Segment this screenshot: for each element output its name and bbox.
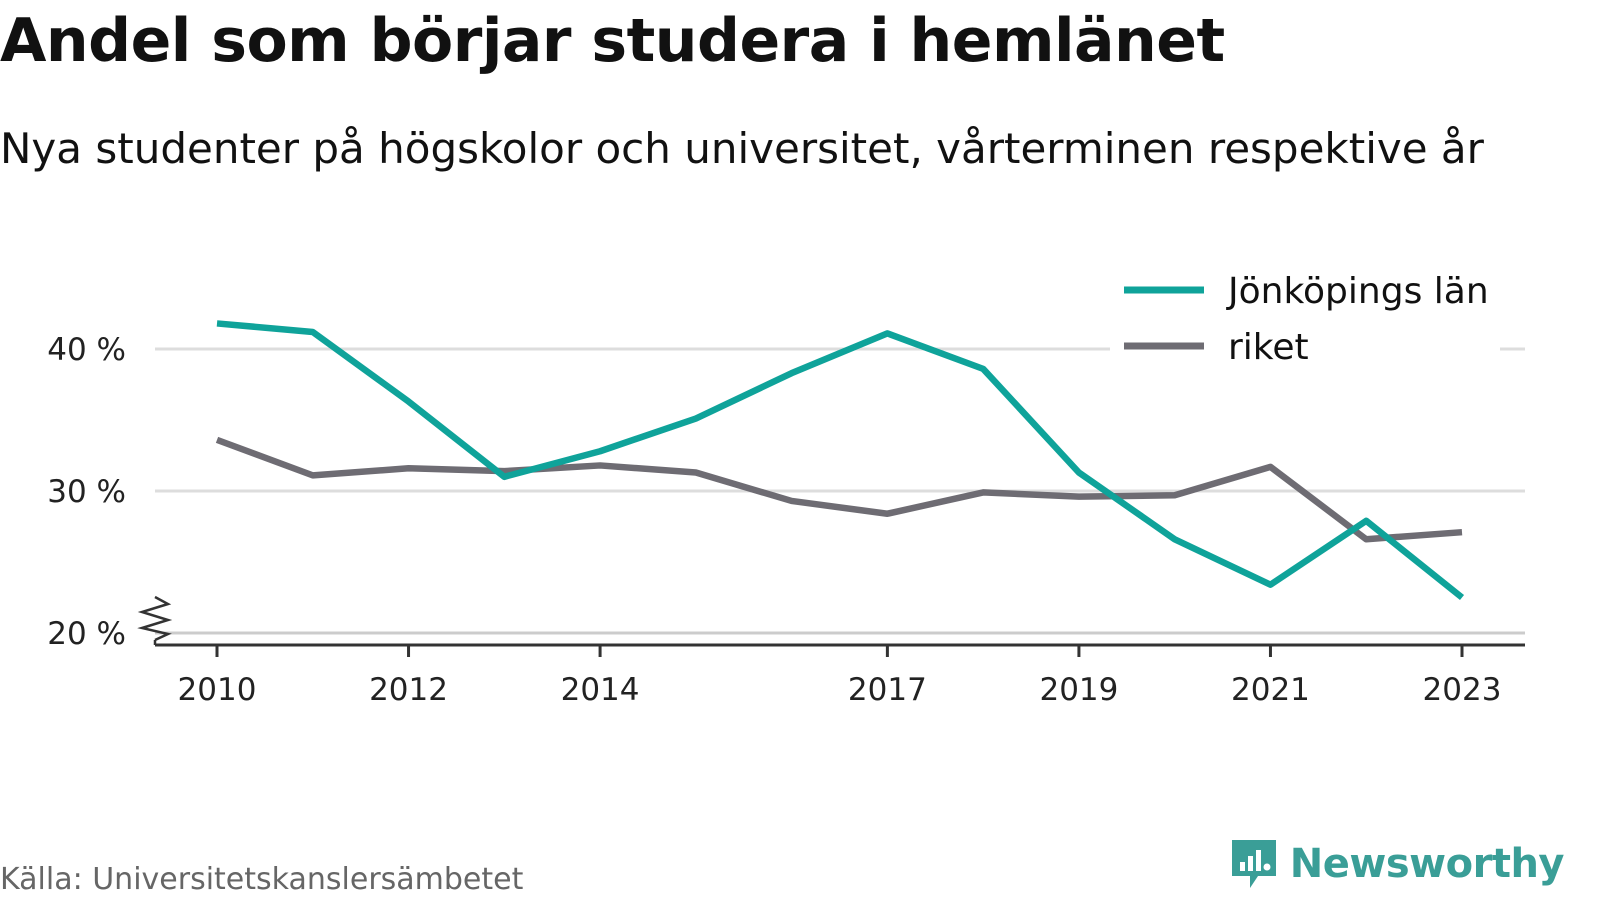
- axes: 20 % 30 % 40 % 2010 2012 2014 2017 2019 2021 2023: [47, 332, 1525, 708]
- x-tick-label: 2017: [848, 672, 927, 708]
- chart-title: Andel som börjar studera i hemlänet: [0, 6, 1225, 76]
- y-tick-label: 20 %: [47, 616, 126, 652]
- chart-subtitle: Nya studenter på högskolor och universit…: [0, 124, 1484, 173]
- series-line-riket: [215, 436, 1463, 543]
- x-tick-label: 2012: [369, 672, 448, 708]
- y-tick-label: 40 %: [47, 332, 126, 368]
- legend-background: [1110, 262, 1500, 372]
- x-tick-label: 2014: [561, 672, 640, 708]
- gridlines: [155, 347, 1525, 635]
- axis-break-icon: [137, 595, 173, 642]
- x-tick-label: 2023: [1423, 672, 1502, 708]
- legend-label: riket: [1228, 327, 1309, 368]
- series-lines: [215, 320, 1465, 601]
- legend-label: Jönköpings län: [1226, 271, 1489, 312]
- legend: Jönköpings län riket: [1110, 262, 1500, 372]
- y-tick-label: 30 %: [47, 474, 126, 510]
- x-tick-label: 2021: [1231, 672, 1310, 708]
- x-tick-label: 2010: [178, 672, 257, 708]
- series-line-j-nk-pings-l-n: [216, 320, 1465, 601]
- x-tick-label: 2019: [1039, 672, 1118, 708]
- newsworthy-logo-icon: [1231, 840, 1276, 888]
- source-note: Källa: Universitetskanslersämbetet: [0, 862, 524, 897]
- brand-logo: Newsworthy: [1228, 836, 1565, 892]
- brand-name: Newsworthy: [1289, 841, 1565, 887]
